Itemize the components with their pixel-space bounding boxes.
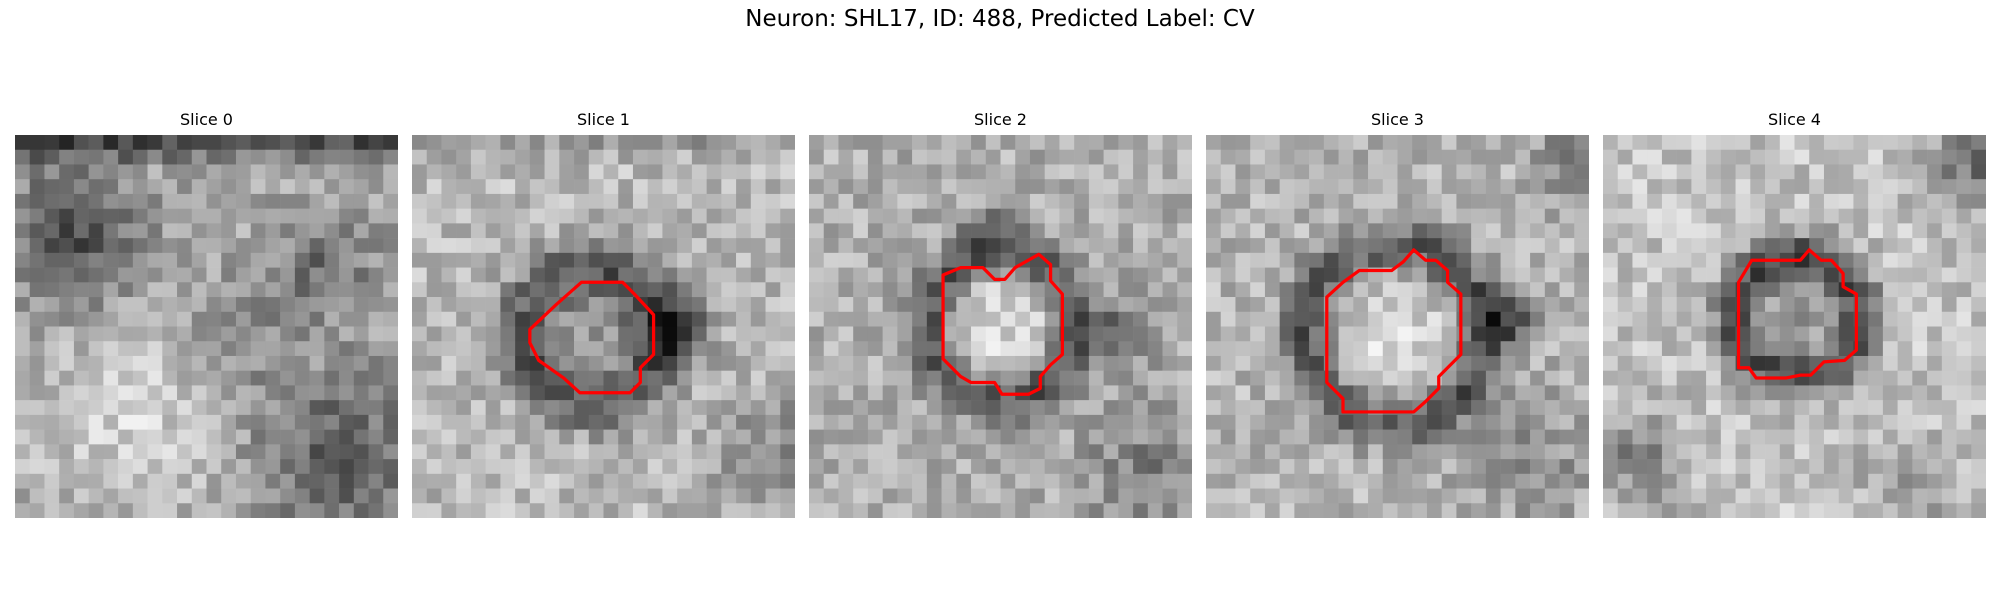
slice-title: Slice 4 — [1768, 110, 1821, 129]
slice-title: Slice 2 — [974, 110, 1027, 129]
slice-panel-2: Slice 2 — [809, 108, 1192, 518]
slice-title: Slice 3 — [1371, 110, 1424, 129]
segmentation-contour — [528, 280, 656, 395]
segmentation-contour — [941, 252, 1064, 396]
slice-1-image — [412, 135, 795, 518]
slice-panel-4: Slice 4 — [1603, 108, 1986, 518]
slice-title: Slice 1 — [577, 110, 630, 129]
slice-panel-3: Slice 3 — [1206, 108, 1589, 518]
segmentation-contour — [1325, 248, 1463, 414]
slice-3-image — [1206, 135, 1589, 518]
slice-0-image — [15, 135, 398, 518]
figure-title: Neuron: SHL17, ID: 488, Predicted Label:… — [745, 6, 1255, 32]
slice-4-image — [1603, 135, 1986, 518]
slice-panel-1: Slice 1 — [412, 108, 795, 518]
slice-panel-0: Slice 0 — [15, 108, 398, 518]
slice-2-image — [809, 135, 1192, 518]
slice-title: Slice 0 — [180, 110, 233, 129]
segmentation-contour — [1736, 248, 1858, 380]
